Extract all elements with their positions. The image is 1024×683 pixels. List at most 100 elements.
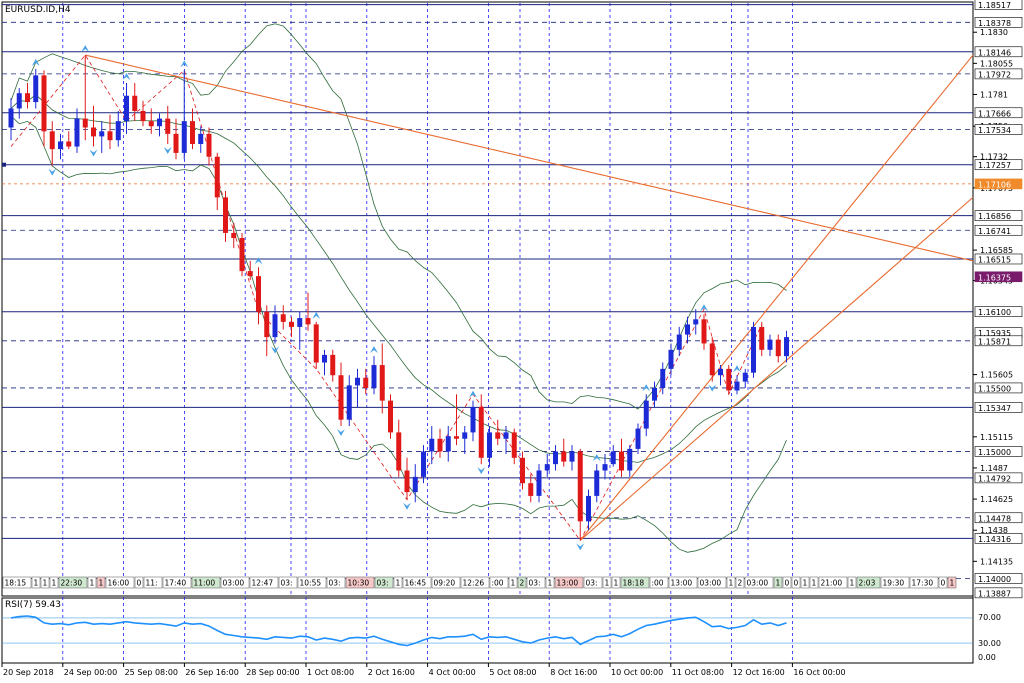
candle-body[interactable] (280, 314, 286, 322)
candle-body[interactable] (454, 436, 459, 439)
candle-body[interactable] (610, 451, 616, 465)
candle-body[interactable] (41, 75, 47, 132)
candle-body[interactable] (355, 377, 360, 386)
candle-body[interactable] (330, 354, 336, 376)
candle-body[interactable] (462, 432, 468, 439)
candle-body[interactable] (74, 118, 80, 147)
candle-body[interactable] (487, 432, 492, 458)
time-marker-label: 1 (43, 579, 48, 588)
candle-body[interactable] (619, 451, 624, 471)
candle-body[interactable] (775, 339, 781, 357)
candle-body[interactable] (421, 451, 426, 477)
candle-body[interactable] (206, 133, 212, 157)
candle-body[interactable] (652, 387, 657, 401)
candle-body[interactable] (718, 368, 723, 376)
candle-body[interactable] (437, 438, 443, 452)
candle-body[interactable] (635, 428, 641, 449)
candle-body[interactable] (643, 400, 649, 429)
candle-body[interactable] (99, 131, 105, 137)
candle-body[interactable] (784, 337, 789, 357)
candle-body[interactable] (214, 156, 220, 198)
candle-body[interactable] (198, 133, 204, 145)
candle-body[interactable] (553, 451, 558, 465)
price-tag-box (974, 533, 1023, 544)
candle-body[interactable] (107, 131, 113, 141)
candle-body[interactable] (709, 343, 715, 376)
candle-body[interactable] (132, 95, 138, 111)
candle-body[interactable] (734, 381, 740, 391)
candle-body[interactable] (16, 93, 22, 109)
candle-body[interactable] (520, 457, 525, 484)
time-marker-box (249, 576, 279, 589)
candle-body[interactable] (561, 451, 567, 462)
candle-body[interactable] (594, 470, 600, 496)
candle-body[interactable] (264, 311, 270, 338)
candle-body[interactable] (173, 133, 179, 153)
candle-body[interactable] (503, 432, 509, 439)
candle-body[interactable] (25, 93, 30, 103)
candle-body[interactable] (190, 121, 195, 145)
candle-body[interactable] (693, 319, 699, 325)
candle-body[interactable] (528, 483, 534, 496)
candle-body[interactable] (338, 375, 344, 420)
candle-body[interactable] (767, 339, 773, 350)
candle-body[interactable] (511, 432, 517, 458)
candle-body[interactable] (478, 406, 484, 458)
candle-body[interactable] (586, 495, 591, 522)
candle-body[interactable] (33, 75, 39, 103)
candle-body[interactable] (148, 121, 154, 127)
candle-body[interactable] (379, 365, 385, 401)
candle-body[interactable] (445, 436, 451, 452)
candle-body[interactable] (363, 377, 369, 388)
candle-body[interactable] (388, 400, 393, 433)
candle-body[interactable] (346, 385, 352, 420)
candle-body[interactable] (297, 318, 303, 327)
candle-body[interactable] (602, 464, 608, 471)
candle-body[interactable] (91, 127, 96, 137)
candle-body[interactable] (82, 118, 88, 128)
candle-body[interactable] (751, 326, 756, 373)
candle-body[interactable] (544, 464, 550, 471)
candle-body[interactable] (157, 118, 162, 127)
candle-body[interactable] (223, 197, 228, 233)
candle-body[interactable] (470, 406, 476, 433)
candle-body[interactable] (124, 95, 129, 122)
candle-body[interactable] (58, 141, 63, 150)
candle-body[interactable] (627, 448, 633, 471)
candle-body[interactable] (404, 470, 410, 493)
candle-body[interactable] (742, 372, 748, 382)
candle-body[interactable] (577, 451, 583, 522)
candle-body[interactable] (396, 432, 402, 471)
candle-body[interactable] (536, 470, 542, 496)
candle-body[interactable] (676, 334, 682, 350)
candle-body[interactable] (8, 108, 14, 128)
candle-body[interactable] (289, 321, 294, 327)
candle-body[interactable] (115, 121, 121, 141)
candle-body[interactable] (569, 451, 575, 462)
candle-body[interactable] (165, 118, 171, 134)
candle-body[interactable] (759, 326, 765, 350)
candle-body[interactable] (305, 318, 311, 325)
candle-body[interactable] (668, 349, 674, 369)
candle-body[interactable] (371, 365, 377, 388)
candle-body[interactable] (429, 438, 435, 452)
candle-body[interactable] (660, 368, 666, 388)
candle-body[interactable] (140, 110, 146, 122)
time-axis-label: 4 Oct 00:00 (429, 668, 476, 677)
candle-body[interactable] (231, 232, 237, 239)
candle-body[interactable] (66, 141, 72, 147)
candle-body[interactable] (313, 324, 319, 363)
candle-body[interactable] (181, 121, 187, 153)
candle-body[interactable] (412, 476, 418, 493)
candle-body[interactable] (685, 324, 690, 335)
candle-body[interactable] (256, 276, 261, 312)
candle-body[interactable] (247, 271, 253, 277)
candle-body[interactable] (322, 354, 327, 363)
candle-body[interactable] (701, 319, 707, 344)
candle-body[interactable] (239, 238, 245, 272)
candle-body[interactable] (726, 368, 732, 391)
candle-body[interactable] (495, 432, 501, 439)
candle-body[interactable] (272, 314, 278, 338)
candle-body[interactable] (49, 131, 55, 150)
